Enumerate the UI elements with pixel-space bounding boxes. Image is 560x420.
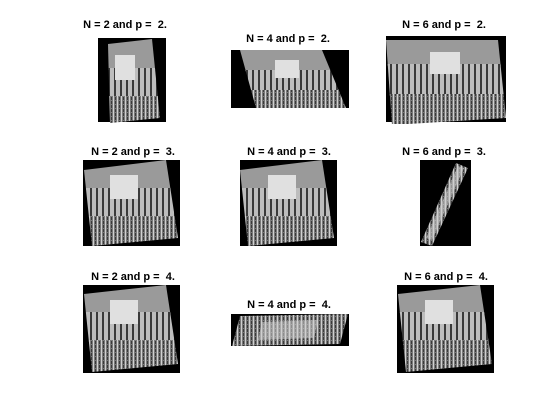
panel-title-n6-p2: N = 6 and p = 2.: [402, 19, 486, 31]
panel-title-n2-p2: N = 2 and p = 2.: [83, 19, 167, 31]
panel-title-n6-p3: N = 6 and p = 3.: [402, 146, 486, 158]
panel-title-n2-p4: N = 2 and p = 4.: [91, 271, 175, 283]
panel-title-n6-p4: N = 6 and p = 4.: [404, 271, 488, 283]
panel-title-n4-p4: N = 4 and p = 4.: [247, 299, 331, 311]
panel-title-n2-p3: N = 2 and p = 3.: [91, 146, 175, 158]
panel-title-n4-p2: N = 4 and p = 2.: [246, 33, 330, 45]
panel-title-n4-p3: N = 4 and p = 3.: [247, 146, 331, 158]
